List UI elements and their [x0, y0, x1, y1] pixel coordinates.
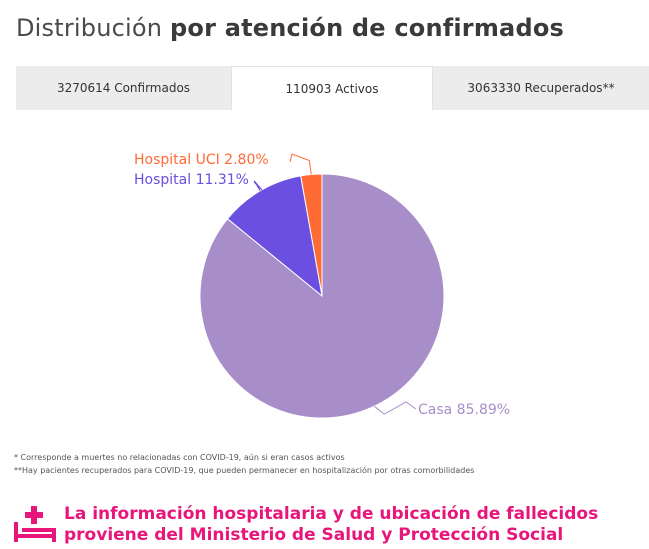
chart-title: Distribución por atención de confirmados: [16, 14, 564, 42]
hospital-bed-icon: [14, 506, 56, 542]
pie-chart: Hospital UCI 2.80% Hospital 11.31% Casa …: [134, 152, 510, 419]
tab-bar: 3270614 Confirmados 110903 Activos 30633…: [16, 66, 649, 110]
footer-line-2: proviene del Ministerio de Salud y Prote…: [64, 525, 564, 545]
pie-slices: [199, 173, 445, 419]
slice-label-hospital-uci: Hospital UCI 2.80%: [134, 152, 269, 168]
slice-label-casa: Casa 85.89%: [418, 402, 510, 418]
title-emphasis: por atención de confirmados: [170, 14, 564, 42]
footnote-2: **Hay pacientes recuperados para COVID-1…: [14, 466, 475, 475]
pie-leader-lines: [253, 153, 417, 415]
title-prefix: Distribución: [16, 14, 163, 42]
leader-line-hospital-uci: [289, 153, 312, 175]
footer-message: La información hospitalaria y de ubicaci…: [64, 504, 598, 546]
leader-line-hospital: [253, 180, 263, 192]
slice-label-hospital: Hospital 11.31%: [134, 172, 249, 188]
tab-recuperados[interactable]: 3063330 Recuperados**: [467, 81, 615, 95]
footer-line-1: La información hospitalaria y de ubicaci…: [64, 504, 599, 524]
tab-activos[interactable]: 110903 Activos: [231, 66, 433, 110]
footnote-1: * Corresponde a muertes no relacionadas …: [14, 453, 345, 462]
leader-line-casa: [374, 401, 417, 415]
tab-confirmados[interactable]: 3270614 Confirmados: [56, 81, 191, 95]
